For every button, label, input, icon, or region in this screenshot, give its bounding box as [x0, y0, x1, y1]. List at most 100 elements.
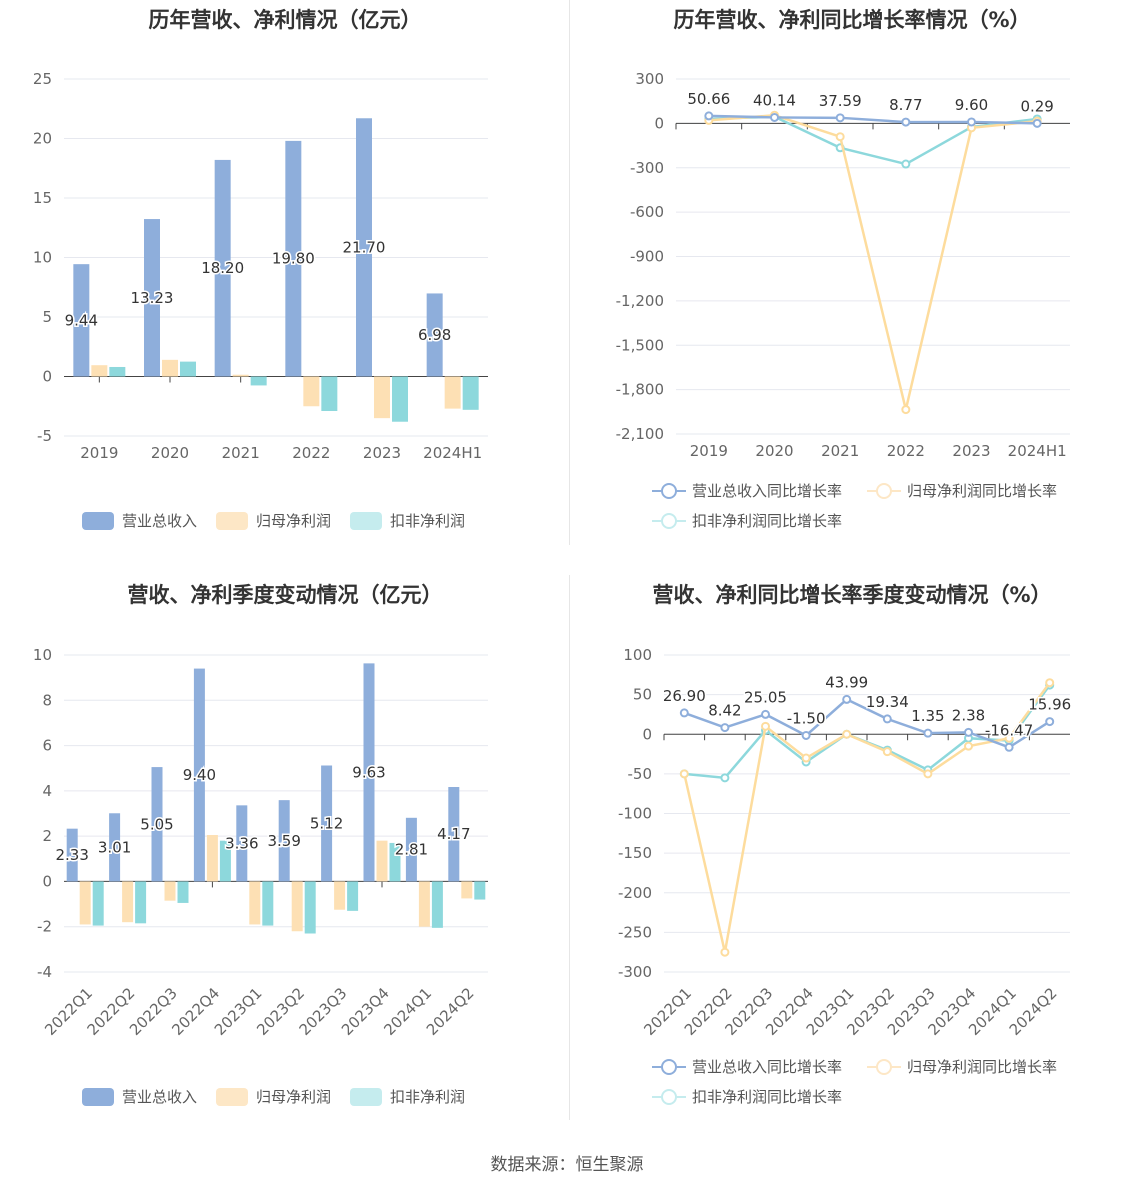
x-tick-label: 2020: [151, 444, 189, 462]
bar-netprofit: [374, 376, 390, 419]
legend-item-deducted-growth[interactable]: 扣非净利润同比增长率: [652, 510, 842, 531]
data-source-note: 数据来源：恒生聚源: [490, 1155, 644, 1175]
bar-netprofit: [162, 359, 178, 377]
x-tick-label: 2024H1: [1008, 442, 1067, 460]
legend-marker-deducted: [652, 1088, 686, 1106]
chart-legend: 营业总收入同比增长率 归母净利润同比增长率 扣非净利润同比增长率: [570, 1056, 1134, 1116]
y-tick-label: -1,800: [616, 381, 664, 399]
legend-item-revenue[interactable]: 营业总收入: [82, 510, 197, 531]
data-point-revenue: [761, 709, 770, 719]
data-label-revenue-growth: 37.59: [819, 92, 862, 110]
bar-netprofit: [206, 835, 218, 882]
bar-netprofit: [291, 881, 303, 932]
legend-marker-revenue: [652, 1058, 686, 1076]
chart-title: 历年营收、净利情况（亿元）: [148, 8, 422, 32]
y-tick-label: 0: [654, 114, 664, 132]
x-tick-label: 2022: [887, 442, 925, 460]
series-line-netprofit: [683, 681, 1051, 953]
data-point-deducted: [901, 159, 911, 169]
bar-revenue: [236, 805, 248, 882]
data-label-revenue-growth: -1.50: [787, 709, 826, 727]
x-tick-label: 2021: [222, 444, 260, 462]
x-tick-label: 2024Q2: [423, 984, 478, 1039]
y-tick-label: -300: [618, 963, 652, 981]
legend-label: 归母净利润同比增长率: [907, 482, 1058, 500]
chart-title: 营收、净利同比增长率季度变动情况（%）: [652, 583, 1052, 607]
legend-item-netprofit[interactable]: 归母净利润: [216, 1086, 331, 1107]
data-point-netprofit: [801, 753, 811, 763]
legend-item-revenue-growth[interactable]: 营业总收入同比增长率: [652, 1056, 842, 1077]
vertical-divider-top: [569, 0, 570, 545]
y-tick-label: -900: [630, 248, 664, 266]
data-label-revenue: 21.70: [343, 238, 386, 256]
data-label-revenue-growth: 43.99: [825, 673, 868, 691]
bar-deducted: [262, 881, 274, 926]
legend-marker-revenue: [652, 482, 686, 500]
data-point-netprofit: [901, 405, 911, 415]
bar-revenue: [426, 293, 443, 377]
data-label-revenue: 5.05: [140, 815, 173, 833]
bar-revenue: [321, 765, 333, 882]
bar-revenue: [356, 118, 372, 377]
data-point-deducted: [720, 773, 730, 783]
legend-label: 营业总收入: [122, 512, 198, 530]
legend-item-deducted-growth[interactable]: 扣非净利润同比增长率: [652, 1086, 842, 1107]
x-tick-label: 2023: [952, 442, 990, 460]
y-tick-label: -200: [618, 884, 652, 902]
legend-item-revenue-growth[interactable]: 营业总收入同比增长率: [652, 480, 842, 501]
data-label-revenue: 13.23: [131, 289, 174, 307]
y-tick-label: 4: [42, 782, 52, 800]
bar-revenue: [193, 668, 205, 882]
data-point-revenue: [842, 694, 852, 704]
data-label-revenue: 6.98: [418, 326, 451, 344]
y-tick-label: 0: [642, 725, 652, 743]
bar-revenue: [73, 264, 90, 377]
legend-swatch-deducted: [350, 1087, 382, 1106]
legend-swatch-revenue: [82, 511, 114, 530]
bar-revenue: [405, 817, 417, 882]
data-point-revenue: [923, 728, 933, 738]
legend-item-netprofit[interactable]: 归母净利润: [216, 510, 331, 531]
y-tick-label: 0: [42, 368, 52, 386]
quarterly-growth-line-chart: 100500-50-100-150-200-250-3002022Q12022Q…: [618, 646, 1073, 1039]
legend-item-netprofit-growth[interactable]: 归母净利润同比增长率: [867, 1056, 1057, 1077]
data-point-revenue: [967, 117, 976, 127]
series-line-revenue: [683, 697, 1051, 749]
legend-label: 归母净利润: [256, 1088, 332, 1106]
bar-netprofit: [164, 881, 176, 901]
bar-revenue: [214, 159, 231, 377]
annual-growth-panel: 历年营收、净利同比增长率情况（%） 300 0 -300 -600 -900 -1,200…: [570, 0, 1134, 545]
bar-netprofit: [249, 881, 261, 925]
legend-swatch-netprofit: [216, 511, 248, 530]
data-point-revenue: [1004, 742, 1014, 752]
legend-item-revenue[interactable]: 营业总收入: [82, 1086, 197, 1107]
data-point-revenue: [1045, 717, 1055, 727]
data-label-revenue: 9.44: [65, 311, 98, 329]
legend-swatch-deducted: [350, 511, 382, 530]
legend-label: 扣非净利润同比增长率: [692, 512, 843, 530]
bar-netprofit: [444, 376, 461, 409]
data-label-revenue-growth: 50.66: [687, 90, 730, 108]
annual-bar-chart: -5 0 5 10 15 20 25 2019 9.44 2020 13.23 2021 18.20 20…: [33, 70, 488, 462]
data-label-revenue: 18.20: [201, 259, 244, 277]
y-tick-label: 8: [42, 691, 52, 709]
legend-item-netprofit-growth[interactable]: 归母净利润同比增长率: [867, 480, 1057, 501]
legend-item-deducted[interactable]: 扣非净利润: [350, 510, 465, 531]
bar-deducted: [219, 840, 231, 882]
bar-revenue: [278, 800, 290, 882]
bar-netprofit: [461, 881, 473, 899]
legend-item-deducted[interactable]: 扣非净利润: [350, 1086, 465, 1107]
y-tick-label: -100: [618, 805, 652, 823]
bar-revenue: [151, 767, 163, 882]
legend-label: 归母净利润: [256, 512, 332, 530]
bar-deducted: [250, 376, 267, 386]
data-point-revenue: [720, 723, 730, 733]
data-point-revenue: [801, 730, 811, 740]
y-tick-label: -50: [628, 765, 653, 783]
data-point-revenue: [704, 111, 714, 121]
y-tick-label: 2: [42, 827, 52, 845]
bar-deducted: [180, 361, 196, 377]
y-tick-label: -1,500: [616, 336, 664, 354]
data-label-revenue-growth: 8.42: [708, 702, 741, 720]
data-point-netprofit: [964, 741, 973, 751]
